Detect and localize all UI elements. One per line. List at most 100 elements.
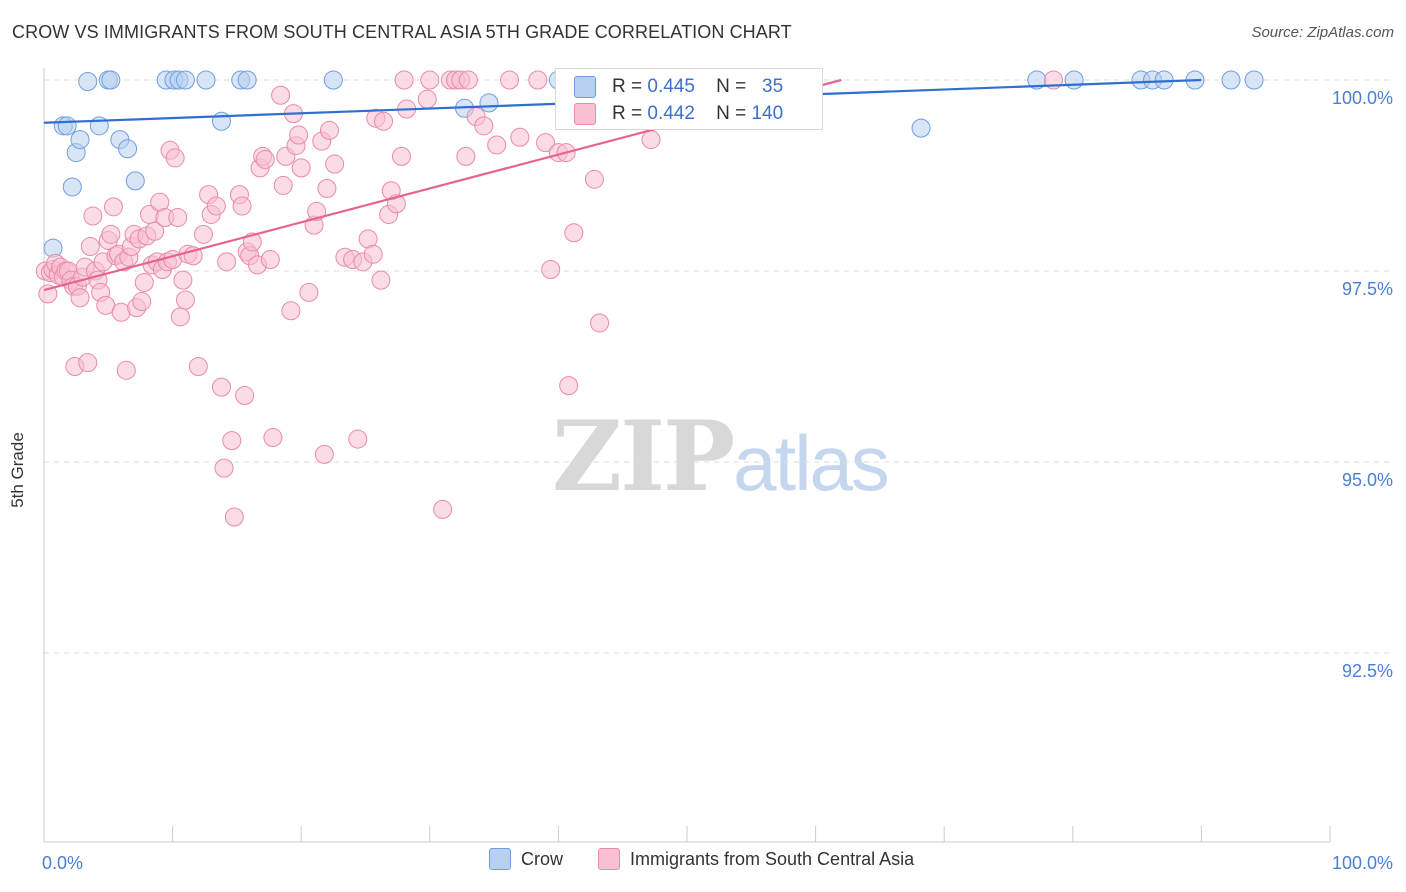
immigrants-points [35,70,1064,527]
immigrants-point [103,197,123,217]
watermark-atlas: atlas [733,419,890,507]
immigrants-point [559,376,579,396]
immigrants-point [101,224,121,244]
immigrants-point [273,175,293,195]
immigrants-point [271,85,291,105]
immigrants-point [70,288,90,308]
legend: Crow Immigrants from South Central Asia [0,848,1406,880]
immigrants-point [541,259,561,279]
crow-point [323,70,343,90]
immigrants-point [536,133,556,153]
immigrants-point [307,201,327,221]
stats-crow-r-label: R = [612,76,643,97]
immigrants-point [132,292,152,312]
crow-point [1244,70,1264,90]
immigrants-point [170,307,190,327]
immigrants-point [363,244,383,264]
immigrants-point [317,178,337,198]
immigrants-point [175,290,195,310]
stats-swatch-immigrants [574,103,596,125]
immigrants-point [235,386,255,406]
immigrants-point [83,206,103,226]
crow-point [70,130,90,150]
immigrants-point [291,158,311,178]
immigrants-point [487,135,507,155]
crow-point [175,70,195,90]
grid-lines [44,79,1392,654]
crow-point [196,70,216,90]
stats-imm-r: 0.442 [647,103,695,124]
immigrants-point [188,357,208,376]
immigrants-point [222,431,242,451]
legend-item-immigrants[interactable]: Immigrants from South Central Asia [598,848,914,870]
immigrants-point [214,458,234,478]
immigrants-point [224,507,244,527]
legend-swatch-crow [489,848,511,870]
y-tick-label: 95.0% [1342,470,1393,490]
immigrants-point [217,252,237,272]
x-tick-label-max: 100.0% [1332,853,1393,873]
y-tick-label: 100.0% [1332,88,1393,108]
immigrants-point [641,130,661,150]
immigrants-point [433,499,453,519]
immigrants-point [392,146,412,166]
immigrants-point [232,196,252,216]
immigrants-point [80,237,100,257]
immigrants-point [289,125,309,145]
immigrants-point [168,208,188,228]
stats-text-crow: R = 0.445 N = 35 [612,76,783,98]
immigrants-point [314,444,334,464]
axes [43,68,1331,843]
crow-point [57,116,77,136]
immigrants-point [564,223,584,243]
crow-point [479,93,499,113]
y-tick-label: 97.5% [1342,279,1393,299]
stats-swatch-crow [574,76,596,98]
immigrants-point [260,250,280,270]
stats-box: R = 0.445 N = 35 R = 0.442 N = 140 [555,68,823,130]
immigrants-point [145,221,165,241]
immigrants-point [211,377,231,397]
crow-point [101,70,121,90]
immigrants-point [281,301,301,321]
immigrants-point [371,270,391,290]
immigrants-point [510,127,530,147]
immigrants-point [417,89,437,109]
immigrants-point [590,313,610,333]
immigrants-point [38,284,58,304]
immigrants-point [348,429,368,449]
watermark-zip: ZIP [552,400,735,513]
legend-label-immigrants: Immigrants from South Central Asia [630,848,915,869]
x-tick-label-min: 0.0% [42,853,83,873]
stats-crow-r: 0.445 [647,76,695,97]
immigrants-point [500,70,520,90]
immigrants-point [420,70,440,90]
crow-point [62,177,82,197]
immigrants-point [319,120,339,140]
immigrants-point [116,360,136,380]
stats-crow-n-label: N = [716,76,747,97]
y-tick-label: 92.5% [1342,661,1393,681]
crow-point [125,171,145,191]
immigrants-point [374,111,394,131]
legend-item-crow[interactable]: Crow [489,848,563,870]
immigrants-point [299,282,319,302]
crow-point [1221,70,1241,90]
immigrants-point [206,196,226,216]
immigrants-point [394,70,414,90]
immigrants-point [193,224,213,244]
crow-point [1064,70,1084,90]
stats-imm-n: 140 [751,103,784,124]
immigrants-point [134,272,154,292]
crow-point [911,118,931,138]
legend-label-crow: Crow [521,848,564,869]
immigrants-point [78,353,98,373]
immigrants-point [165,148,185,168]
stats-crow-n: 35 [762,76,784,97]
immigrants-point [584,169,604,189]
crow-point [237,70,257,90]
crow-point [78,72,98,92]
watermark: ZIPatlas [552,400,890,513]
immigrants-point [263,428,283,448]
